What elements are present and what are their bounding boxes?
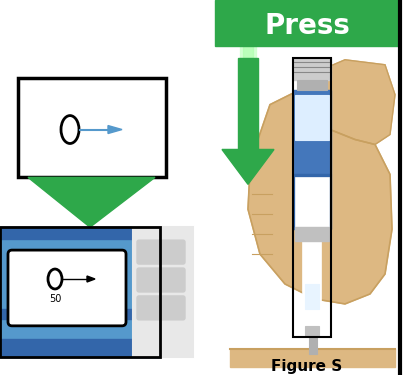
Bar <box>293 90 331 174</box>
Bar <box>293 58 331 80</box>
Bar <box>295 95 329 139</box>
FancyBboxPatch shape <box>137 268 185 292</box>
Bar <box>0 227 160 357</box>
Bar <box>215 0 400 46</box>
Bar <box>133 227 193 357</box>
Polygon shape <box>310 60 395 144</box>
Bar <box>0 227 160 239</box>
Text: Figure S: Figure S <box>271 359 343 374</box>
Text: 50: 50 <box>49 294 61 304</box>
FancyBboxPatch shape <box>8 250 126 326</box>
Bar <box>293 58 331 337</box>
Bar <box>18 78 166 177</box>
Bar <box>303 241 321 326</box>
Polygon shape <box>222 150 274 184</box>
Text: Press: Press <box>264 12 350 40</box>
FancyBboxPatch shape <box>137 240 185 264</box>
Bar <box>0 227 160 357</box>
Bar <box>305 326 319 336</box>
Ellipse shape <box>61 115 79 144</box>
Bar <box>0 339 160 357</box>
Bar <box>305 284 319 309</box>
Bar <box>243 0 253 58</box>
Bar <box>295 177 329 227</box>
Bar <box>230 349 395 367</box>
Polygon shape <box>238 58 258 150</box>
Bar <box>0 309 160 319</box>
Polygon shape <box>28 177 155 227</box>
Polygon shape <box>108 126 122 133</box>
FancyBboxPatch shape <box>137 296 185 320</box>
Bar <box>309 336 317 354</box>
Polygon shape <box>248 90 392 304</box>
Polygon shape <box>87 276 95 282</box>
Bar <box>240 0 256 80</box>
Bar <box>293 174 331 229</box>
Bar <box>295 227 329 241</box>
Bar <box>297 80 327 90</box>
Ellipse shape <box>48 269 62 289</box>
